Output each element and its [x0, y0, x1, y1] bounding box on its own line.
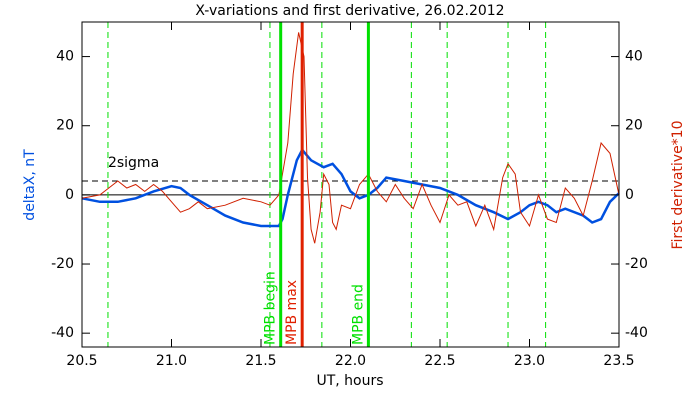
- marker-label: MPB begin: [263, 271, 279, 345]
- x-tick-label: 23.5: [603, 353, 634, 369]
- x-tick-label: 21.0: [156, 353, 187, 369]
- y-tick-label: 0: [65, 187, 74, 203]
- y2-tick-label: -40: [625, 325, 648, 341]
- y2-tick-label: -20: [625, 256, 648, 272]
- x-tick-label: 20.5: [66, 353, 97, 369]
- y2-tick-label: 0: [625, 187, 634, 203]
- y2-axis-label: First derivative*10: [670, 120, 686, 249]
- y2-tick-label: 20: [625, 118, 643, 134]
- series-line: [81, 32, 620, 244]
- x-tick-label: 22.5: [424, 353, 455, 369]
- y2-tick-label: 40: [625, 49, 643, 65]
- y-tick-label: 40: [56, 49, 74, 65]
- x-tick-label: 21.5: [245, 353, 276, 369]
- y-tick-label: -20: [51, 256, 74, 272]
- chart-title: X-variations and first derivative, 26.02…: [195, 3, 504, 19]
- marker-label: MPB end: [350, 284, 366, 345]
- y-axis-label: deltaX, nT: [22, 149, 38, 221]
- x-tick-label: 23.0: [514, 353, 545, 369]
- y-tick-label: 20: [56, 118, 74, 134]
- threshold-label: 2sigma: [108, 155, 159, 171]
- series-line: [81, 147, 620, 228]
- y-tick-label: -40: [51, 325, 74, 341]
- marker-label: MPB max: [284, 280, 300, 345]
- x-tick-label: 22.0: [335, 353, 366, 369]
- x-axis-label: UT, hours: [316, 373, 383, 389]
